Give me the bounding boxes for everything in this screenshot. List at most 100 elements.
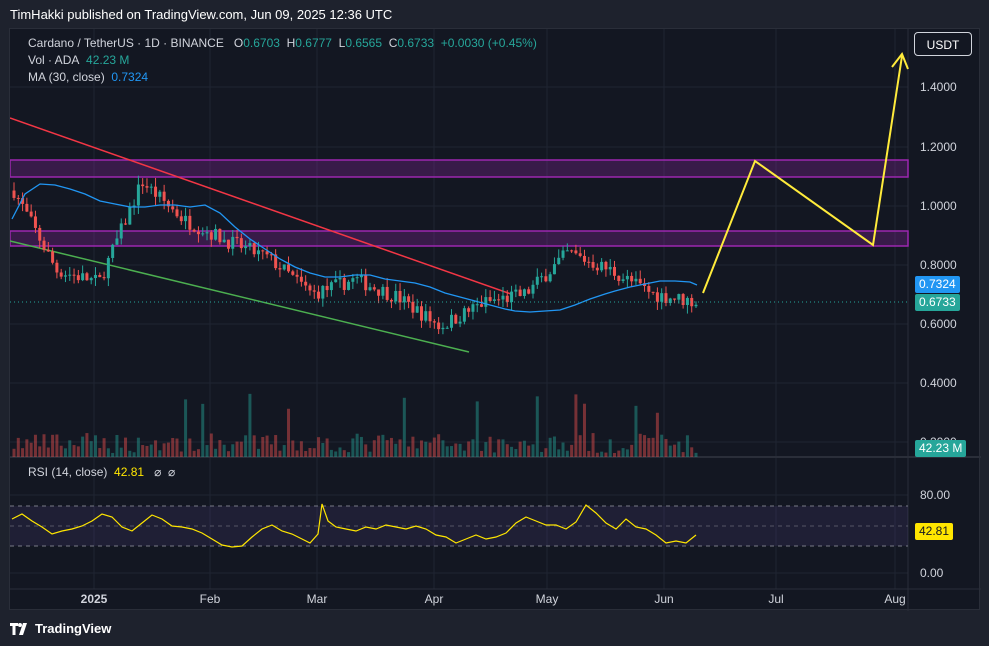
volume-bar (578, 435, 582, 457)
candle-body (510, 291, 514, 303)
candle-body (467, 308, 471, 312)
volume-bar (192, 450, 196, 457)
chart-frame[interactable]: 1.4000 1.2000 1.0000 0.8000 0.6000 0.400… (9, 28, 981, 611)
volume-bar (501, 439, 505, 457)
candle-body (76, 275, 80, 281)
volume-bar (424, 441, 428, 457)
candle-body (591, 262, 595, 268)
volume-bar (55, 434, 59, 457)
candle-body (274, 254, 278, 269)
candle-body (312, 290, 316, 292)
volume-bar (475, 401, 479, 457)
volume-bar (89, 441, 93, 457)
candle-body (239, 238, 243, 249)
volume-bar (128, 450, 132, 457)
candle-body (51, 251, 55, 263)
volume-value: 42.23 M (86, 53, 130, 67)
candle-body (171, 206, 175, 210)
volume-bar (51, 434, 55, 457)
volume-bar (145, 445, 149, 457)
candle-body (291, 271, 295, 275)
tradingview-brand[interactable]: TradingView (10, 621, 111, 636)
volume-bar (600, 451, 604, 457)
volume-bar (441, 440, 445, 457)
volume-bar (76, 446, 80, 457)
open-value: 0.6703 (243, 36, 280, 50)
candle-body (437, 322, 441, 330)
volume-bar (106, 448, 110, 457)
volume-bar (205, 445, 209, 457)
publisher-line: TimHakki published on TradingView.com, J… (10, 7, 393, 22)
volume-bar (591, 433, 595, 457)
volume-bar (488, 436, 492, 457)
volume-bar (467, 441, 471, 457)
candle-body (321, 285, 325, 299)
candle-body (347, 281, 351, 290)
volume-bar (21, 448, 25, 457)
candle-body (518, 289, 522, 296)
candle-body (372, 287, 376, 290)
volume-bar (535, 396, 539, 457)
volume-bar (29, 442, 33, 457)
candle-body (548, 274, 552, 282)
candle-body (484, 297, 488, 307)
volume-bar (381, 434, 385, 457)
candle-body (514, 289, 518, 292)
candle-body (668, 298, 672, 303)
volume-bar (643, 435, 647, 457)
volume-bar (372, 440, 376, 457)
candle-body (497, 299, 501, 301)
candle-body (338, 277, 342, 280)
volume-bar (261, 436, 265, 457)
descending-resistance-line (10, 117, 512, 295)
volume-bar (16, 437, 20, 457)
volume-bar (33, 434, 37, 457)
volume-bar (329, 449, 333, 457)
candle-body (93, 274, 97, 279)
candle-body (196, 231, 200, 235)
candle-body (72, 274, 76, 276)
candle-body (411, 301, 415, 313)
candle-body (381, 286, 385, 296)
volume-bar (124, 437, 128, 457)
candle-body (475, 304, 479, 306)
volume-bar (132, 452, 136, 457)
candle-body (492, 299, 496, 301)
volume-bar (222, 444, 226, 457)
volume-bar (668, 445, 672, 457)
candle-body (166, 200, 170, 207)
candle-body (334, 279, 338, 283)
candles (12, 175, 698, 335)
volume-bar (664, 439, 668, 457)
volume-bar (621, 448, 625, 457)
volume-bar (458, 443, 462, 457)
volume-bar (175, 438, 179, 457)
volume-bar (454, 443, 458, 457)
volume-bar (166, 442, 170, 457)
candle-body (501, 295, 505, 300)
volume-bar (184, 399, 188, 457)
time-label-mar: Mar (307, 592, 328, 606)
low-value: 0.6565 (345, 36, 383, 50)
rsi-legend: RSI (14, close) 42.81 ⌀ ⌀ (28, 465, 176, 479)
candle-body (600, 261, 604, 271)
candle-body (175, 209, 179, 217)
symbol-name: Cardano / TetherUS · 1D · BINANCE (28, 36, 224, 50)
candle-body (595, 267, 599, 271)
volume-bar (239, 441, 243, 457)
volume-bar (608, 439, 612, 457)
volume-bar (377, 435, 381, 457)
volume-bar (136, 437, 140, 457)
candle-body (415, 306, 419, 313)
rsi-tick-0: 0.00 (920, 566, 944, 580)
candle-body (368, 287, 372, 291)
volume-bar (235, 441, 239, 457)
candle-body (214, 228, 218, 240)
ma-legend: MA (30, close) 0.7324 (28, 70, 149, 84)
candle-body (552, 264, 556, 275)
currency-button[interactable]: USDT (914, 32, 972, 56)
candle-body (617, 275, 621, 281)
chart-canvas[interactable]: 1.4000 1.2000 1.0000 0.8000 0.6000 0.400… (10, 29, 981, 611)
candle-body (38, 227, 42, 241)
volume-bar (299, 441, 303, 457)
